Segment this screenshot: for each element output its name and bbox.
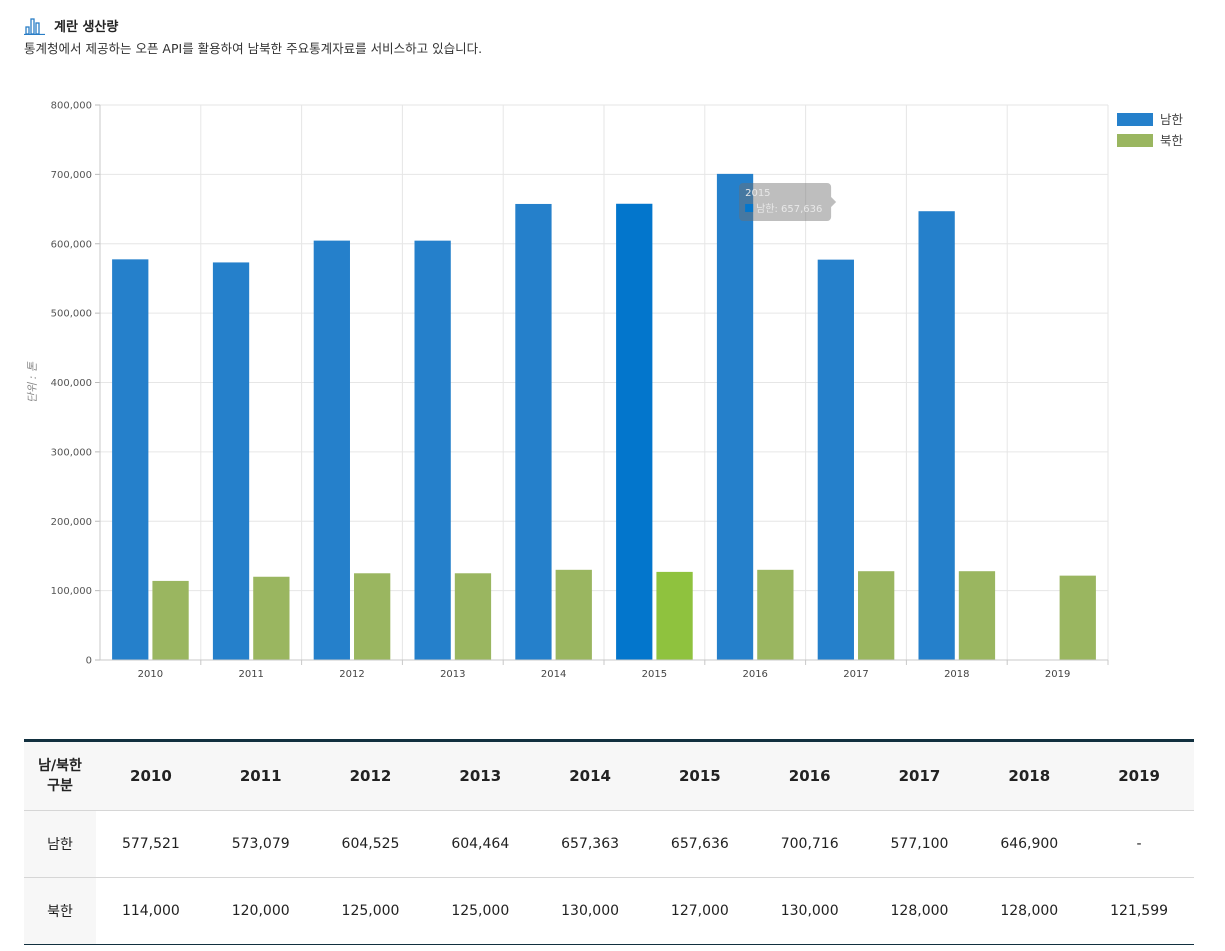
- bar-south-2016: [716, 173, 754, 660]
- table-body: 남한 577,521 573,079 604,525 604,464 657,363 657…: [24, 810, 1194, 945]
- y-tick-label: 500,000: [51, 309, 92, 320]
- x-tick-label: 2018: [944, 669, 969, 680]
- bar-north-2019: [1059, 575, 1096, 660]
- bar-north-2010: [152, 580, 189, 660]
- bar-north-2011: [253, 576, 290, 660]
- table-row-label: 북한: [24, 877, 96, 945]
- x-tick-label: 2015: [642, 669, 667, 680]
- legend-swatch-north: [1117, 134, 1153, 147]
- table-year-header: 2014: [535, 740, 645, 811]
- table-year-header: 2015: [644, 740, 755, 811]
- bar-north-2018: [958, 571, 996, 660]
- table-year-header: 2013: [425, 740, 536, 811]
- table-cell: 577,100: [864, 810, 975, 878]
- y-tick-label: 100,000: [51, 586, 92, 597]
- table-year-header: 2018: [974, 740, 1085, 811]
- x-tick-label: 2011: [238, 669, 263, 680]
- chart-tooltip: 2015 남한: 657,636: [739, 183, 837, 221]
- bar-south-2018: [918, 211, 955, 660]
- table-year-header: 2012: [315, 740, 426, 811]
- table-cell: 125,000: [341, 903, 400, 919]
- y-tick-label: 800,000: [51, 101, 92, 112]
- table-row-label: 남한: [24, 810, 96, 878]
- data-table: 남/북한 구분 2010 2011 2012 2013 2014 2015 2016 2017…: [24, 739, 1194, 945]
- x-tick-label: 2012: [339, 669, 364, 680]
- table-cell: 125,000: [451, 903, 510, 919]
- bar-north-2014: [555, 569, 592, 660]
- table-cell: 128,000: [1000, 903, 1059, 919]
- bar-south-2010: [112, 259, 149, 660]
- table-cell: 128,000: [890, 903, 949, 919]
- table-year-header: 2017: [864, 740, 975, 811]
- tooltip-title: 2015: [745, 188, 770, 199]
- table-row: 북한 114,000 120,000 125,000 125,000 130,000 127…: [24, 877, 1194, 945]
- table-row: 남한 577,521 573,079 604,525 604,464 657,363 657…: [24, 810, 1194, 878]
- bar-south-2012: [313, 240, 350, 660]
- x-tick-label: 2013: [440, 669, 465, 680]
- table-cell: 604,464: [425, 810, 536, 878]
- chart-axes: 0 100,000 200,000 300,000 400,000 500,000 600,…: [26, 101, 1109, 680]
- corner-line-2: 구분: [47, 778, 73, 794]
- bar-north-2016: [757, 569, 794, 660]
- x-tick-label: 2010: [138, 669, 163, 680]
- y-tick-label: 700,000: [51, 170, 92, 181]
- bar-chart-icon: [24, 18, 45, 35]
- table-header-row: 남/북한 구분 2010 2011 2012 2013 2014 2015 2016 2017…: [24, 740, 1194, 811]
- page-header: 계란 생산량 통계청에서 제공하는 오픈 API를 활용하여 남북한 주요통계자…: [24, 14, 482, 57]
- page-title: 계란 생산량: [54, 19, 119, 35]
- y-tick-label: 400,000: [51, 378, 92, 389]
- egg-production-chart: 0 100,000 200,000 300,000 400,000 500,000 600,…: [26, 101, 1184, 681]
- page-subtitle: 통계청에서 제공하는 오픈 API를 활용하여 남북한 주요통계자료를 서비스하…: [24, 41, 483, 56]
- legend-swatch-south: [1117, 113, 1153, 126]
- bar-north-2013: [454, 573, 492, 660]
- table-year-header: 2011: [205, 740, 316, 811]
- table-cell: 127,000: [670, 903, 729, 919]
- y-tick-label: 0: [86, 656, 92, 667]
- legend-label-south: 남한: [1160, 112, 1184, 127]
- chart-grid: [99, 104, 1109, 661]
- table-cell: 646,900: [974, 810, 1085, 878]
- corner-line-1: 남/북한: [38, 758, 82, 774]
- y-tick-label: 600,000: [51, 239, 92, 250]
- bar-south-2011: [212, 262, 250, 660]
- x-tick-label: 2016: [742, 669, 767, 680]
- table-cell: 114,000: [121, 903, 180, 919]
- x-tick-label: 2019: [1045, 669, 1070, 680]
- tooltip-value: 남한: 657,636: [756, 203, 822, 215]
- table-cell: 130,000: [561, 903, 620, 919]
- table-year-header: 2016: [754, 740, 865, 811]
- x-tick-label: 2014: [541, 669, 566, 680]
- tooltip-box: [739, 183, 837, 221]
- table-year-header: 2010: [96, 740, 206, 811]
- table-year-header: 2019: [1084, 740, 1194, 811]
- table-cell: 130,000: [780, 903, 839, 919]
- bar-north-2015: [656, 571, 693, 660]
- table-cell: 577,521: [96, 810, 206, 878]
- table-corner-header: 남/북한 구분: [24, 740, 96, 811]
- bar-north-2012: [354, 573, 391, 660]
- bar-north-2017: [858, 571, 895, 660]
- bar-south-2017: [817, 259, 854, 660]
- bar-south-2015: [616, 203, 653, 660]
- bar-south-2013: [414, 240, 451, 660]
- table-cell: 121,599: [1110, 903, 1169, 919]
- table-cell: 700,716: [754, 810, 865, 878]
- table-cell: 604,525: [315, 810, 426, 878]
- table-cell: 573,079: [205, 810, 316, 878]
- y-axis-title: 단위 : 톤: [26, 361, 39, 403]
- x-tick-label: 2017: [843, 669, 868, 680]
- table-cell: 657,363: [535, 810, 645, 878]
- table-cell: 657,636: [644, 810, 755, 878]
- y-tick-label: 200,000: [51, 517, 92, 528]
- bar-south-2014: [515, 203, 552, 661]
- chart-bars: [112, 173, 1096, 661]
- table-cell: 120,000: [231, 903, 290, 919]
- tooltip-swatch: [745, 204, 754, 212]
- legend-label-north: 북한: [1160, 133, 1184, 148]
- y-tick-label: 300,000: [51, 447, 92, 458]
- table-cell: -: [1084, 810, 1194, 878]
